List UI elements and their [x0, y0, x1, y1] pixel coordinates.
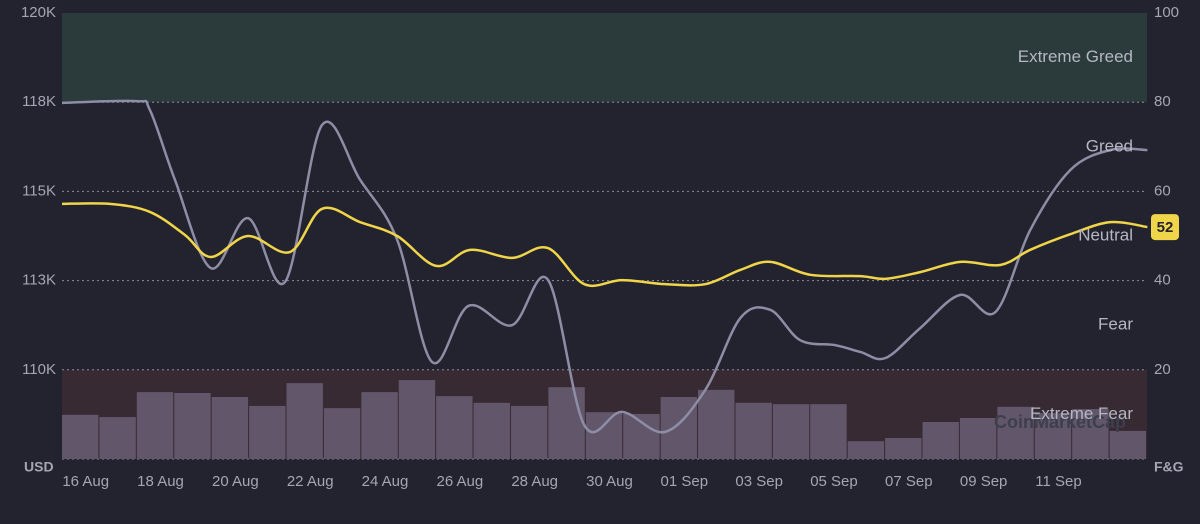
y2-tick-label: 40: [1154, 272, 1171, 289]
volume-bar: [810, 404, 847, 459]
y-tick-label: 115K: [22, 182, 56, 199]
volume-bar: [249, 405, 286, 459]
volume-bar: [136, 392, 174, 459]
x-tick-label: 22 Aug: [287, 473, 334, 490]
volume-bar: [286, 383, 323, 459]
lines: [61, 99, 1148, 434]
volume-bar: [997, 406, 1034, 459]
volume-bar: [735, 402, 772, 459]
band-label: Fear: [1098, 315, 1133, 334]
volume-bar: [585, 412, 623, 459]
y2-tick-label: 80: [1154, 93, 1171, 110]
volume-bar: [885, 438, 922, 459]
volume-bar: [62, 414, 99, 459]
y-axis-label: USD: [24, 459, 54, 475]
volume-bar: [436, 396, 473, 459]
y-tick-label: 120K: [21, 4, 56, 21]
volume-bar: [510, 405, 548, 459]
x-tick-label: 20 Aug: [212, 473, 259, 490]
x-tick-label: 03 Sep: [735, 473, 783, 490]
x-tick-label: 24 Aug: [362, 473, 409, 490]
volume-bar: [473, 402, 510, 459]
y2-tick-label: 60: [1154, 182, 1171, 199]
volume-bar: [1072, 409, 1109, 459]
volume-bar: [772, 404, 810, 459]
band: [62, 13, 1147, 103]
volume-bar: [548, 387, 585, 459]
y2-axis-label: F&G: [1154, 459, 1184, 475]
value-badge-label: 52: [1157, 219, 1174, 236]
volume-bar: [323, 408, 361, 459]
y2-tick-label: 100: [1154, 4, 1179, 21]
y2-tick-label: 20: [1154, 361, 1171, 378]
y-tick-label: 118K: [22, 93, 56, 110]
watermark: CoinMarketCap: [994, 412, 1126, 432]
volume-bar: [99, 417, 136, 459]
line: [61, 99, 1148, 434]
x-tick-label: 26 Aug: [436, 473, 483, 490]
y-tick-label: 110K: [22, 361, 56, 378]
volume-bar: [361, 392, 398, 459]
x-tick-label: 11 Sep: [1035, 473, 1081, 490]
volume-bar: [1109, 430, 1146, 459]
volume-bar: [698, 389, 735, 459]
x-tick-label: 07 Sep: [885, 473, 933, 490]
volume-bar: [174, 392, 211, 459]
volume-bar: [922, 421, 959, 459]
x-tick-label: 28 Aug: [511, 473, 558, 490]
volume-bar: [1034, 413, 1072, 459]
x-tick-label: 05 Sep: [810, 473, 858, 490]
x-tick-label: 30 Aug: [586, 473, 633, 490]
volume-bar: [847, 441, 885, 459]
volume-bar: [660, 397, 698, 459]
line: [61, 202, 1148, 288]
labels: Extreme Greed Greed Neutral Fear Extreme Fea…: [21, 4, 1179, 490]
volume-bars: [62, 380, 1146, 459]
band-label: Greed: [1086, 136, 1133, 155]
band-label: Extreme Greed: [1018, 47, 1133, 66]
x-tick-label: 09 Sep: [960, 473, 1008, 490]
value-badge: [1151, 214, 1179, 241]
volume-bar: [211, 397, 249, 459]
volume-bar: [959, 417, 997, 459]
x-tick-label: 01 Sep: [661, 473, 709, 490]
y-tick-label: 113K: [22, 272, 56, 289]
x-tick-label: 18 Aug: [137, 473, 184, 490]
band-label: Extreme Fear: [1030, 404, 1133, 423]
bands: [62, 13, 1147, 459]
volume-bar: [398, 380, 436, 459]
band-label: Neutral: [1078, 225, 1133, 244]
x-tick-label: 16 Aug: [62, 473, 109, 490]
